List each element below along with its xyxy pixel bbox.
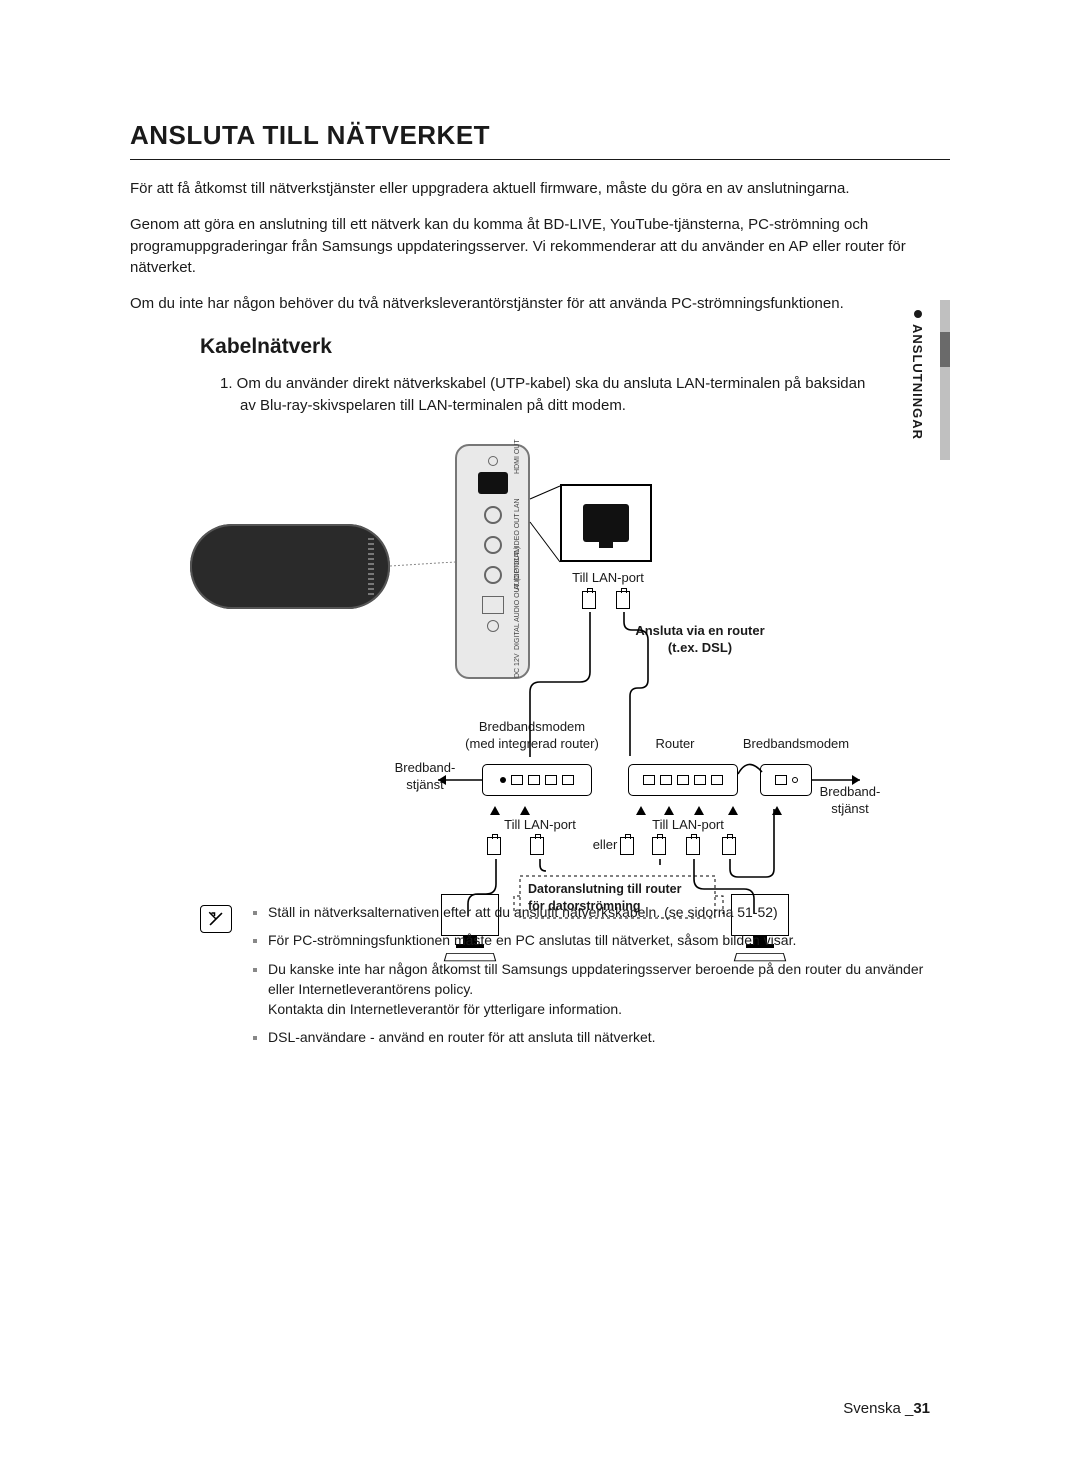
connector-icon-b4: [652, 837, 666, 860]
label-bredband-right: Bredband- stjänst: [805, 784, 895, 817]
connector-icon-b5: [686, 837, 700, 860]
connector-icon-b2: [530, 837, 544, 860]
page-title: ANSLUTA TILL NÄTVERKET: [130, 120, 950, 151]
label-till-lan-lower-1: Till LAN-port: [480, 817, 600, 833]
note-icon: [200, 905, 232, 933]
connector-icon-upper-1: [582, 591, 596, 614]
label-med-router: (med integrerad router): [442, 736, 622, 752]
title-rule: [130, 159, 950, 160]
lan-port-detail-icon: [560, 484, 652, 562]
note-item-3: Du kanske inte har någon åtkomst till Sa…: [268, 959, 940, 1020]
label-eller: eller: [585, 837, 625, 853]
footer-page: 31: [913, 1400, 930, 1417]
subheading: Kabelnätverk: [200, 335, 950, 359]
side-tab-label: ANSLUTNINGAR: [910, 324, 925, 440]
note-item-4: DSL-användare - använd en router för att…: [268, 1027, 940, 1047]
back-port-labels: HDMI OUT LAN VIDEO OUT AUDIO OUT DIGITAL…: [514, 450, 526, 672]
connector-icon-upper-2: [616, 591, 630, 614]
label-till-lan-upper: Till LAN-port: [558, 570, 658, 586]
intro-p3: Om du inte har någon behöver du två nätv…: [130, 293, 950, 315]
connection-diagram: HDMI OUT LAN VIDEO OUT AUDIO OUT DIGITAL…: [190, 444, 920, 964]
intro-p1: För att få åtkomst till nätverkstjänster…: [130, 178, 950, 200]
connector-icon-b1: [487, 837, 501, 860]
connector-icon-b6: [722, 837, 736, 860]
router-icon: [628, 764, 738, 796]
lan-port-icon: [478, 472, 508, 494]
label-bredbandsmodem-1: Bredbandsmodem: [452, 719, 612, 735]
up-arrow-7: [772, 802, 782, 820]
intro-p2: Genom att göra en anslutning till ett nä…: [130, 214, 950, 279]
label-bredbandsmodem-2: Bredbandsmodem: [726, 736, 866, 752]
side-tab: ANSLUTNINGAR: [910, 310, 925, 440]
modem-router-icon: [482, 764, 592, 796]
side-index-bar: [940, 300, 950, 460]
side-dot-icon: [914, 310, 922, 318]
label-bredband-left: Bredband- stjänst: [380, 760, 470, 793]
step-1: 1. Om du använder direkt nätverkskabel (…: [220, 373, 880, 417]
label-till-lan-lower-2: Till LAN-port: [628, 817, 748, 833]
bluray-front-icon: [190, 524, 390, 609]
label-ansluta-router: Ansluta via en router: [610, 623, 790, 639]
modem-icon: [760, 764, 812, 796]
note-item-1: Ställ in nätverksalternativen efter att …: [268, 902, 940, 922]
note-item-2: För PC-strömningsfunktionen måste en PC …: [268, 930, 940, 950]
label-router: Router: [635, 736, 715, 752]
notes-list: Ställ in nätverksalternativen efter att …: [250, 902, 940, 1056]
label-datoranslutning-1: Datoranslutning till router: [528, 882, 718, 898]
page-footer: Svenska _31: [843, 1400, 930, 1417]
footer-lang: Svenska: [843, 1400, 901, 1417]
label-ansluta-router-sub: (t.ex. DSL): [610, 640, 790, 656]
